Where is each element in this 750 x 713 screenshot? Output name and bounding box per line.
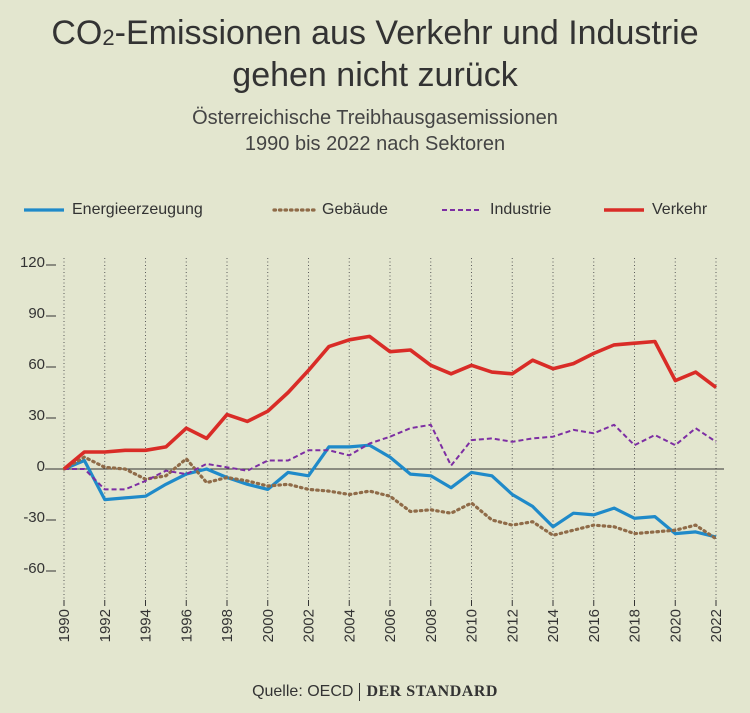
x-tick-label-1996: 1996 — [178, 609, 195, 642]
x-tick-label-2014: 2014 — [545, 609, 562, 642]
x-tick-label-1994: 1994 — [138, 609, 155, 642]
chart-title: CO2-Emissionen aus Verkehr und Industrie… — [0, 14, 750, 94]
y-tick-label-60: 60 — [28, 356, 45, 373]
series-line-energieerzeugung — [63, 443, 717, 539]
x-tick-label-1998: 1998 — [219, 609, 236, 642]
x-tick-label-2018: 2018 — [627, 609, 644, 642]
legend-label-industrie: Industrie — [490, 201, 552, 218]
legend-item-industrie: Industrie — [440, 198, 551, 222]
legend-swatch-energieerzeugung — [24, 208, 64, 212]
source-label: Quelle: OECD — [252, 683, 354, 701]
series-line-industrie — [64, 423, 717, 491]
source-separator — [359, 683, 361, 701]
title-line-1: CO2-Emissionen aus Verkehr und Industrie — [51, 14, 699, 52]
x-tick-label-2012: 2012 — [504, 609, 521, 642]
legend-item-energieerzeugung: Energieerzeugung — [22, 198, 203, 222]
x-tick-label-2000: 2000 — [260, 609, 277, 642]
legend-swatch-industrie — [442, 209, 482, 211]
legend-item-gebäude: Gebäude — [272, 198, 388, 222]
legend-label-verkehr: Verkehr — [652, 201, 708, 218]
legend-label-gebäude: Gebäude — [322, 201, 388, 218]
x-tick-label-2006: 2006 — [382, 609, 399, 642]
y-tick-label--60: -60 — [23, 560, 45, 577]
legend-swatch-gebäude — [272, 208, 316, 212]
y-tick-label-0: 0 — [37, 458, 45, 475]
x-tick-label-2010: 2010 — [464, 609, 481, 642]
source-line: Quelle: OECD DER STANDARD — [0, 683, 750, 701]
title-line-2: gehen nicht zurück — [232, 56, 518, 94]
legend-item-verkehr: Verkehr — [602, 198, 707, 222]
legend: Energieerzeugung Gebäude Industrie Verkehr — [22, 198, 742, 222]
y-tick-label--30: -30 — [23, 509, 45, 526]
series-line-gebäude — [62, 455, 718, 541]
y-tick-label-120: 120 — [20, 254, 45, 271]
legend-swatch-verkehr — [604, 208, 644, 212]
x-tick-label-2004: 2004 — [341, 609, 358, 642]
series-line-verkehr — [62, 334, 718, 471]
x-tick-label-1992: 1992 — [97, 609, 114, 642]
x-tick-label-2008: 2008 — [423, 609, 440, 642]
y-tick-label-90: 90 — [28, 305, 45, 322]
x-tick-label-1990: 1990 — [56, 609, 73, 642]
y-tick-label-30: 30 — [28, 407, 45, 424]
x-tick-label-2022: 2022 — [708, 609, 725, 642]
legend-label-energieerzeugung: Energieerzeugung — [72, 201, 203, 218]
subtitle-line-2: 1990 bis 2022 nach Sektoren — [244, 133, 506, 155]
chart-subtitle: Österreichische Treibhausgasemissionen 1… — [0, 105, 750, 157]
x-tick-label-2020: 2020 — [667, 609, 684, 642]
x-tick-label-2002: 2002 — [301, 609, 318, 642]
brand-logo: DER STANDARD — [366, 683, 498, 701]
subtitle-line-1: Österreichische Treibhausgasemissionen — [192, 107, 558, 129]
x-tick-label-2016: 2016 — [586, 609, 603, 642]
